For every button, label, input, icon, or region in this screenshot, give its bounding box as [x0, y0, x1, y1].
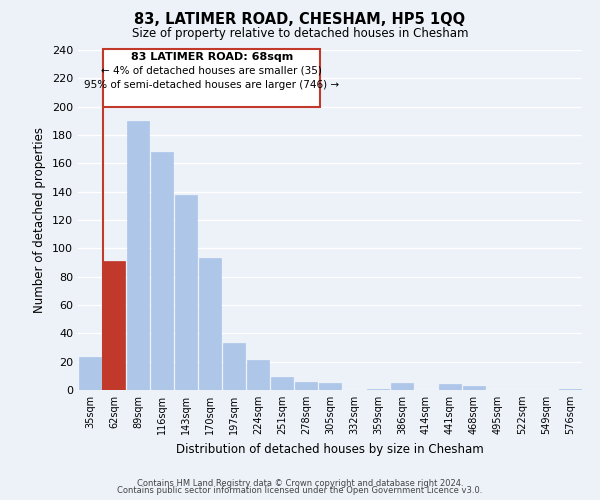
- Text: 95% of semi-detached houses are larger (746) →: 95% of semi-detached houses are larger (…: [84, 80, 340, 90]
- Bar: [247, 360, 269, 390]
- Bar: [175, 194, 197, 390]
- Text: Contains public sector information licensed under the Open Government Licence v3: Contains public sector information licen…: [118, 486, 482, 495]
- Text: ← 4% of detached houses are smaller (35): ← 4% of detached houses are smaller (35): [101, 66, 322, 76]
- Bar: [79, 358, 101, 390]
- FancyBboxPatch shape: [103, 48, 320, 106]
- Bar: [319, 383, 341, 390]
- X-axis label: Distribution of detached houses by size in Chesham: Distribution of detached houses by size …: [176, 442, 484, 456]
- Y-axis label: Number of detached properties: Number of detached properties: [34, 127, 46, 313]
- Bar: [223, 343, 245, 390]
- Text: Contains HM Land Registry data © Crown copyright and database right 2024.: Contains HM Land Registry data © Crown c…: [137, 478, 463, 488]
- Bar: [391, 383, 413, 390]
- Bar: [295, 382, 317, 390]
- Bar: [199, 258, 221, 390]
- Bar: [559, 388, 581, 390]
- Bar: [103, 261, 125, 390]
- Text: 83 LATIMER ROAD: 68sqm: 83 LATIMER ROAD: 68sqm: [131, 52, 293, 62]
- Bar: [439, 384, 461, 390]
- Bar: [271, 378, 293, 390]
- Text: Size of property relative to detached houses in Chesham: Size of property relative to detached ho…: [132, 28, 468, 40]
- Bar: [463, 386, 485, 390]
- Bar: [127, 121, 149, 390]
- Text: 83, LATIMER ROAD, CHESHAM, HP5 1QQ: 83, LATIMER ROAD, CHESHAM, HP5 1QQ: [134, 12, 466, 28]
- Bar: [367, 388, 389, 390]
- Bar: [151, 152, 173, 390]
